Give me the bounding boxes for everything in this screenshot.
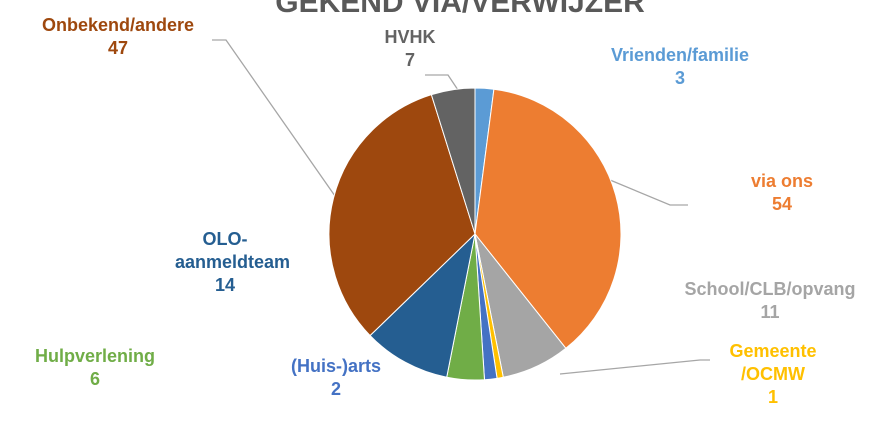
leader-line [212,39,336,197]
category-label: via ons [750,171,814,191]
data-label: School/CLB/opvang 11 [650,278,883,324]
leader-line [609,179,688,206]
data-label: HVHK 7 [365,26,455,72]
value-label: 14 [214,275,236,295]
leader-line [425,74,459,91]
value-label: 6 [89,369,100,389]
category-label: OLO-aanmeldteam [175,229,291,272]
category-label: Hulpverlening [34,346,155,366]
value-label: 3 [674,68,685,88]
category-label: Onbekend/andere [41,15,195,35]
value-label: 1 [767,387,778,407]
category-label: HVHK [384,27,436,47]
category-label: Gemeente /OCMW [729,341,817,384]
pie-slice [328,94,476,337]
value-label: 47 [107,38,129,58]
data-label: via ons 54 [722,170,842,216]
data-label: Gemeente /OCMW 1 [718,340,828,409]
leader-line [559,359,710,375]
pie-slice [369,232,476,378]
category-label: School/CLB/opvang [684,279,856,299]
data-label: Vrienden/familie 3 [580,44,780,90]
value-label: 11 [760,302,780,322]
value-label: 7 [404,50,415,70]
data-label: OLO-aanmeldteam 14 [170,228,291,297]
value-label: 54 [771,194,793,214]
chart-title: GEKEND VIA/VERWIJZER [275,0,645,19]
data-label: Hulpverlening 6 [10,345,180,391]
data-label: (Huis-)arts 2 [266,355,406,401]
category-label: (Huis-)arts [290,356,381,376]
pie-slice [474,88,622,349]
value-label: 2 [330,379,341,399]
category-label: Vrienden/familie [610,45,750,65]
data-label: Onbekend/andere 47 [8,14,228,60]
pie-slice [430,87,476,235]
